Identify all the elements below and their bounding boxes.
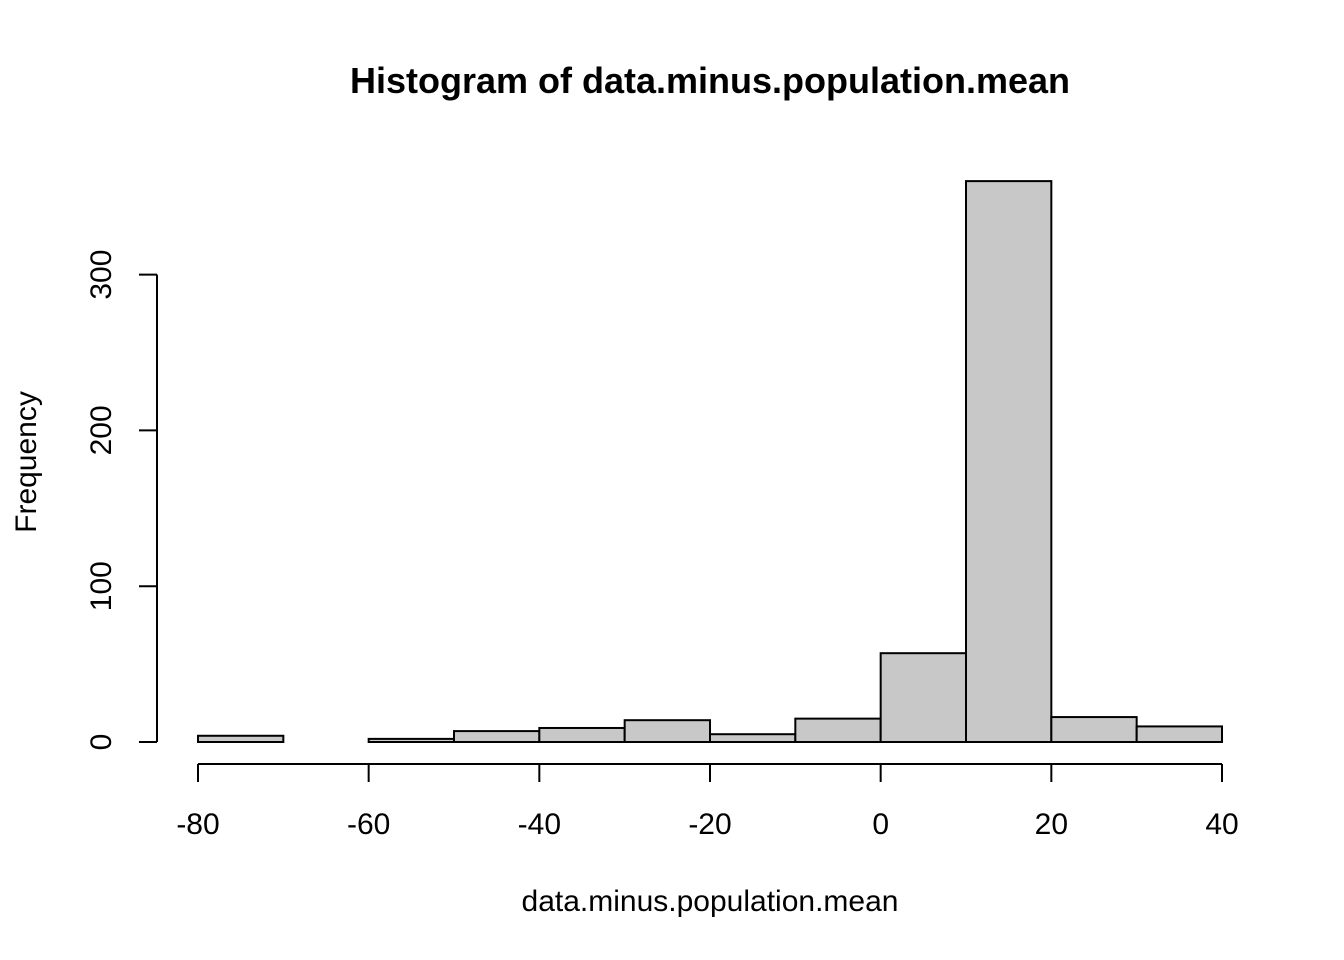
y-tick-label: 200: [85, 405, 118, 455]
histogram-bar: [453, 730, 541, 743]
histogram-bar: [197, 734, 285, 744]
y-axis: 0 100 200 300: [85, 250, 158, 751]
histogram-bar: [538, 726, 626, 744]
y-tick-label: 100: [85, 561, 118, 611]
histogram-bar: [1050, 716, 1138, 744]
y-tick-label: 300: [85, 250, 118, 300]
x-tick-label: -60: [347, 808, 390, 841]
x-tick-label: -80: [176, 808, 219, 841]
x-axis: -80 -60 -40 -20 0 20 40: [176, 763, 1239, 841]
x-axis-label: data.minus.population.mean: [522, 885, 899, 918]
x-tick-label: -40: [518, 808, 561, 841]
y-tick-label: 0: [85, 734, 118, 751]
x-tick-label: 20: [1035, 808, 1068, 841]
histogram-bar: [879, 652, 968, 743]
x-tick-label: 0: [872, 808, 889, 841]
x-tick-label: -20: [688, 808, 731, 841]
histogram-bar: [367, 737, 455, 743]
chart-title: Histogram of data.minus.population.mean: [350, 60, 1070, 101]
x-tick-label: 40: [1205, 808, 1238, 841]
y-axis-label: Frequency: [10, 391, 43, 533]
histogram-bar: [623, 719, 712, 743]
histogram-bar: [1135, 725, 1223, 743]
histogram-bar: [794, 717, 882, 744]
histogram-bar: [965, 180, 1053, 743]
histogram-bar: [709, 733, 797, 744]
bars-group: [197, 180, 1223, 744]
